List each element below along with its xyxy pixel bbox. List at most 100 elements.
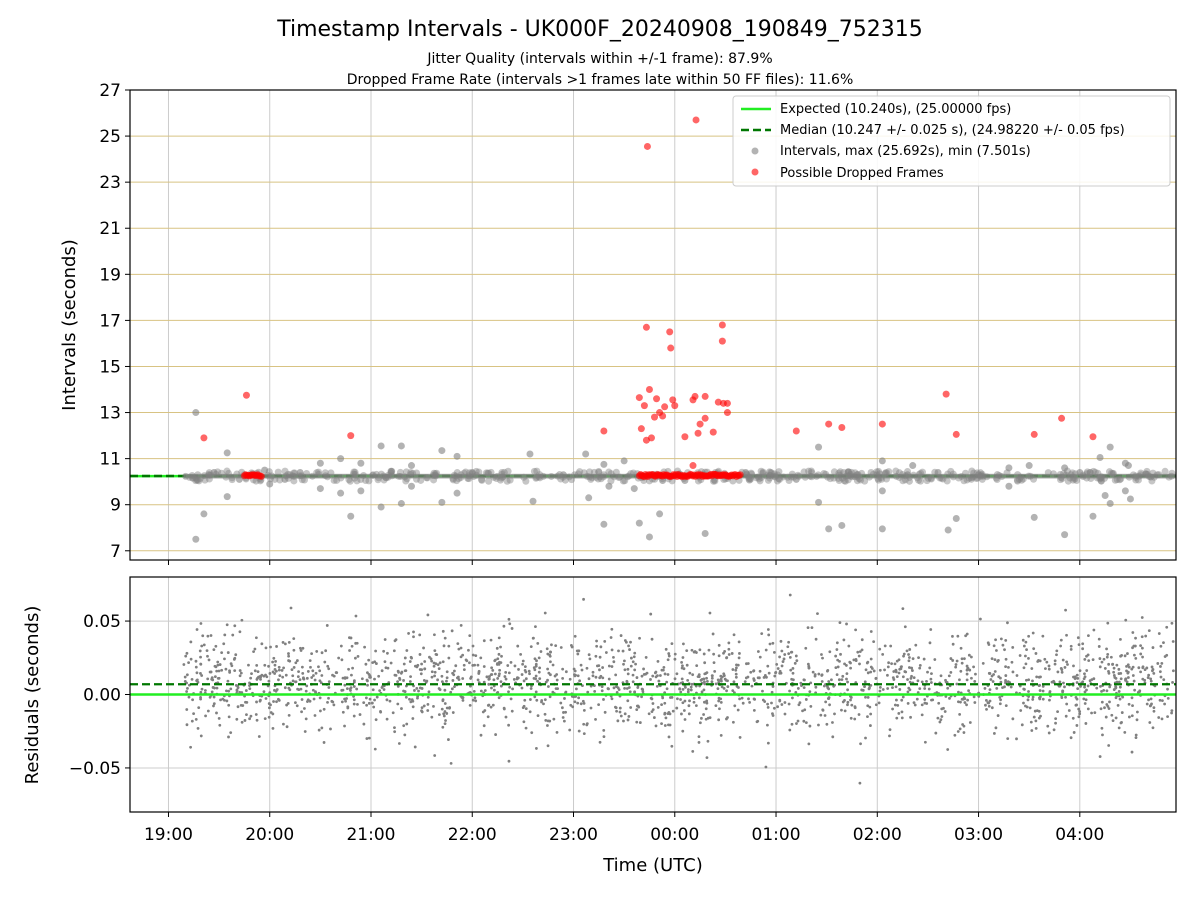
residual-point [407,632,410,635]
interval-point [351,468,359,476]
residual-point [776,667,780,670]
residual-point [1026,698,1030,702]
residual-point [820,653,823,656]
residual-point [750,684,754,688]
residual-point [946,686,950,690]
interval-point [533,467,541,475]
residual-point [185,651,189,655]
residual-point [520,686,524,690]
residual-point [625,687,629,690]
residual-point [322,707,326,711]
residual-point [850,703,854,707]
residual-point [447,738,450,741]
residual-point [326,700,329,704]
residual-point [305,676,309,680]
residual-point [772,650,776,654]
residual-point [561,716,565,719]
dropped-frame-point [701,392,709,400]
interval-point [597,475,605,483]
residual-point [223,657,226,661]
residual-point [213,675,217,679]
residual-point [535,747,538,750]
residual-point [309,665,312,669]
residual-point [433,649,437,653]
interval-point [1017,473,1025,481]
residual-point [771,714,775,717]
residual-point [594,654,598,658]
residual-point [254,713,258,716]
residual-point [623,687,626,690]
residual-point [691,749,695,753]
residual-point [391,711,395,715]
x-tick-label: 23:00 [549,825,598,845]
residual-point [185,708,189,711]
interval-point [380,472,388,480]
residual-point [397,742,401,745]
residual-point [228,670,232,674]
residual-point [1112,666,1116,670]
residual-point [711,632,715,636]
interval-point [895,474,903,482]
residual-point [691,673,695,677]
residual-point [1143,668,1147,672]
residual-point [523,668,527,672]
interval-point [412,475,420,483]
residual-point [965,672,969,676]
intervals-points [182,116,1176,543]
interval-point [770,470,778,478]
residual-point [598,655,602,659]
interval-point [337,489,345,497]
residual-point [909,715,912,719]
residual-point [840,708,843,712]
residual-point [908,656,911,659]
residual-point [500,654,503,658]
residual-point [881,652,885,656]
residual-point [783,712,787,716]
dropped-frame-point [659,412,667,420]
residual-point [640,695,643,699]
residual-point [546,724,549,727]
residual-point [1003,685,1006,689]
residual-point [253,669,257,673]
residual-point [791,666,795,670]
interval-point [225,469,233,477]
residual-point [229,731,233,735]
residual-point [883,668,886,672]
residual-point [1117,690,1121,693]
interval-point [913,474,921,482]
residual-point [723,649,727,653]
residual-point [259,675,262,679]
residual-point [958,727,962,731]
dropped-frame-point [661,403,669,411]
dropped-frame-point [1089,433,1097,441]
residual-point [638,636,641,640]
residual-point [383,638,387,641]
residual-point [287,713,291,717]
residual-point [704,717,708,721]
residual-point [278,674,282,678]
residual-point [706,739,710,743]
residual-point [1152,709,1156,713]
residual-point [370,701,374,705]
interval-point [853,477,861,485]
interval-point [1018,476,1026,484]
residual-point [944,695,948,698]
interval-point [1068,469,1076,477]
residual-point [535,659,538,663]
interval-point [453,477,461,485]
residual-point [1127,715,1131,719]
dropped-frame-point [723,399,731,407]
interval-point [848,468,856,476]
residual-point [824,700,828,704]
residual-point [716,687,720,691]
residual-point [295,704,299,708]
residual-point [692,650,696,654]
interval-point [377,470,385,478]
residual-point [688,699,691,703]
interval-point [853,471,861,479]
residual-point [772,706,776,710]
residual-point [1160,717,1164,721]
interval-point [464,474,472,482]
residual-point [225,623,229,627]
residual-point [422,646,425,650]
